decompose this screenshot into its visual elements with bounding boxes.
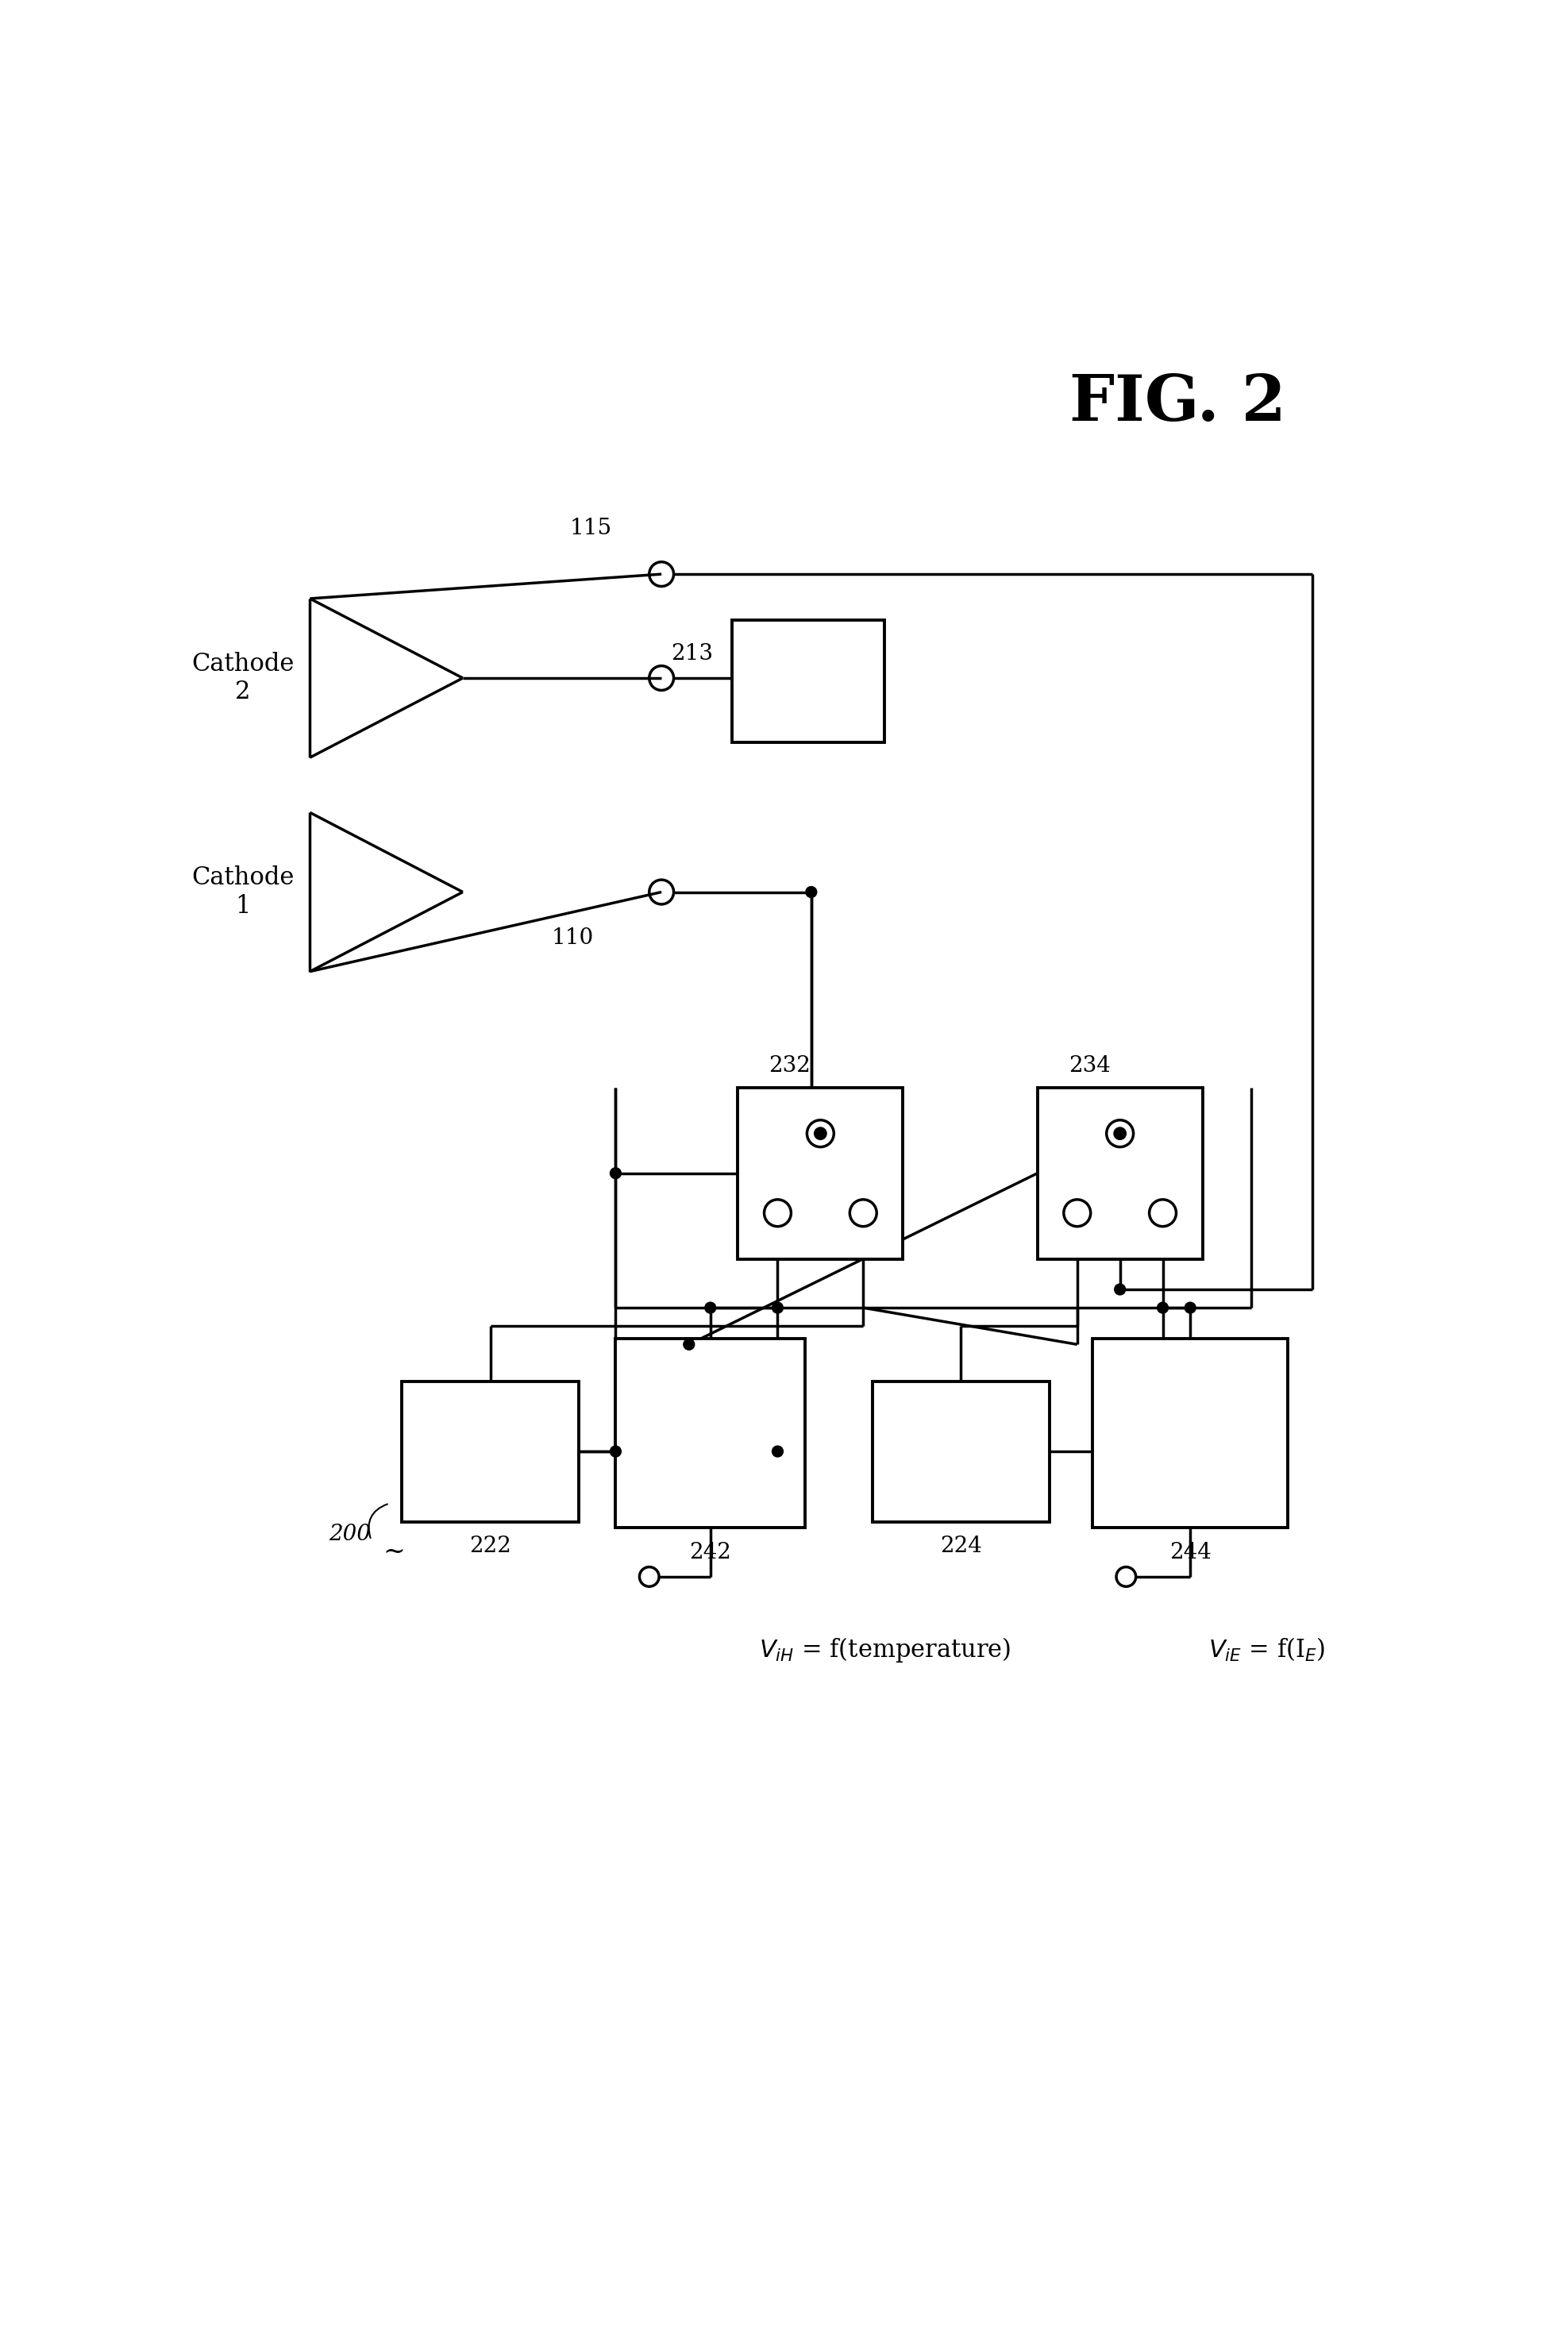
- Circle shape: [610, 1446, 621, 1457]
- Text: FIG. 2: FIG. 2: [1069, 372, 1286, 435]
- Circle shape: [771, 1446, 782, 1457]
- Text: Bias
Voltage: Bias Voltage: [762, 655, 855, 709]
- Circle shape: [610, 1167, 621, 1179]
- Text: 110: 110: [552, 926, 594, 950]
- Bar: [872, 1380, 1049, 1523]
- Circle shape: [1115, 1284, 1126, 1296]
- Bar: [401, 1380, 579, 1523]
- Text: Heating
Control
(H): Heating Control (H): [662, 1392, 759, 1474]
- Circle shape: [1157, 1303, 1168, 1312]
- Circle shape: [1185, 1303, 1196, 1312]
- Circle shape: [706, 1303, 717, 1312]
- Text: 200: 200: [329, 1523, 372, 1544]
- Circle shape: [771, 1303, 782, 1312]
- Text: $I_E$: $I_E$: [1182, 1343, 1204, 1371]
- Circle shape: [1113, 1127, 1126, 1139]
- Text: Switch
Logic: Switch Logic: [919, 1424, 1004, 1478]
- Text: Cathode
2: Cathode 2: [191, 653, 295, 704]
- Text: $V_{iH}$ = f(temperature): $V_{iH}$ = f(temperature): [759, 1635, 1011, 1665]
- Bar: [1093, 1338, 1287, 1527]
- Text: Switch
Logic: Switch Logic: [448, 1424, 532, 1478]
- Bar: [1038, 1088, 1203, 1258]
- Bar: [732, 620, 884, 741]
- Circle shape: [814, 1127, 826, 1139]
- Text: ~: ~: [383, 1539, 406, 1565]
- Text: 224: 224: [941, 1534, 982, 1558]
- Bar: [739, 1088, 903, 1258]
- Text: 242: 242: [690, 1541, 731, 1562]
- Text: 244: 244: [1170, 1541, 1210, 1562]
- Text: 234: 234: [1068, 1055, 1110, 1076]
- Circle shape: [806, 886, 817, 898]
- Bar: [616, 1338, 804, 1527]
- Text: Cathode
1: Cathode 1: [191, 865, 295, 919]
- Text: 115: 115: [571, 517, 612, 538]
- Text: $V_{iE}$ = f(I$_{E}$): $V_{iE}$ = f(I$_{E}$): [1209, 1637, 1325, 1663]
- Text: 232: 232: [768, 1055, 811, 1076]
- Circle shape: [684, 1338, 695, 1350]
- Text: 222: 222: [469, 1534, 511, 1558]
- Text: $I_H$: $I_H$: [746, 1343, 771, 1371]
- Text: Emission
Control
(E): Emission Control (E): [1134, 1392, 1247, 1474]
- Text: 213: 213: [671, 643, 713, 664]
